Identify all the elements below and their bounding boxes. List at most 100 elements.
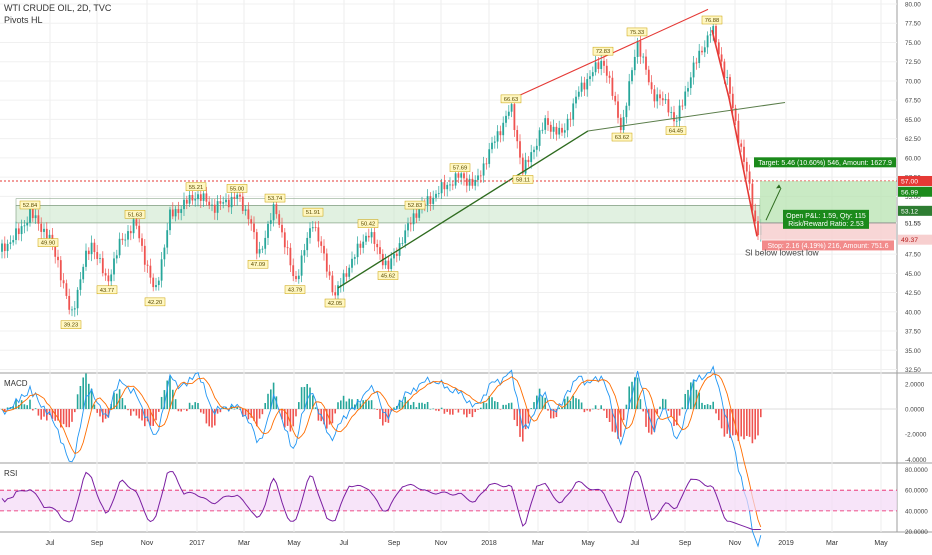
candle-body [297,275,300,280]
macd-bar [267,393,269,409]
macd-bar [656,409,658,414]
candle-body [9,242,12,244]
candle-body [183,199,185,210]
candle-body [566,118,569,131]
candle-body [23,225,26,227]
candle-body [278,214,281,225]
candle-body [163,247,166,260]
pivot-label: 63.62 [611,132,633,142]
macd-bar [561,407,563,409]
macd-bar [289,409,292,432]
y-tick-label: 75.00 [905,40,921,47]
candle-body [477,175,479,180]
candle-body [101,258,104,274]
macd-bar [34,408,37,409]
x-tick-label: Mar [826,540,839,547]
candle-body [538,130,541,146]
candle-body [748,171,751,184]
candle-body [625,105,628,118]
macd-bar [550,409,552,419]
candle-body [141,238,143,246]
macd-bar [99,409,101,417]
candle-body [443,182,446,190]
candle-body [258,249,261,254]
macd-bar [603,409,605,411]
macd-bar [468,409,471,414]
candle-body [429,196,432,204]
macd-bar [586,409,588,411]
x-tick-label: Jul [340,540,349,547]
candle-body [17,228,20,235]
candle-body [670,112,673,113]
y-tick-label: 47.50 [905,252,921,259]
macd-bar [169,375,171,409]
x-tick-label: 2017 [189,540,205,547]
pivot-label: 43.79 [284,285,306,294]
candle-body [370,232,373,238]
pivot-label-bg [404,200,426,210]
y-tick-label: 51.55 [905,220,921,227]
candle-body [454,173,457,186]
candle-body [656,94,659,102]
candle-body [457,173,460,178]
drop-line-1 [711,29,730,99]
macd-bar [681,407,684,409]
candle-body [197,194,199,200]
macd-bar [426,401,429,409]
macd-bar [149,409,152,426]
macd-bar [141,409,143,421]
price-badge-text: 57.00 [901,178,918,185]
pivot-label-text: 75.33 [630,30,645,36]
macd-bar [26,405,28,409]
candle-body [356,243,359,258]
candle-body [253,223,255,233]
macd-bar [239,409,241,410]
macd-bar [102,409,104,423]
macd-bar [720,409,723,429]
candle-body [337,285,339,296]
candle-body [191,194,194,201]
macd-bar [449,409,451,415]
macd-bar [379,409,381,420]
candle-body [544,118,547,130]
macd-bar [527,409,530,424]
pivot-label-text: 43.77 [100,288,115,294]
macd-bar [281,409,283,420]
candle-body [751,183,754,211]
pivot-label-bg [449,163,471,172]
candle-body [180,209,183,213]
candle-body [281,224,283,233]
candle-body [695,62,698,64]
candle-body [255,232,258,254]
candle-body [82,266,85,280]
pivot-label: 53.74 [264,193,286,203]
target-label-bg [754,157,896,168]
macd-bar [463,409,465,415]
rsi-title: RSI [4,469,17,478]
price-badge: 53.12 [898,205,932,216]
price-badge-bg [898,186,932,197]
pivot-label: 64.45 [665,126,687,135]
candle-body [250,219,253,224]
macd-bar [678,409,681,416]
candle-body [194,199,197,201]
candle-body [303,250,306,256]
candle-body [426,196,429,205]
x-tick-label: May [287,540,301,547]
pivot-label: 43.77 [96,285,118,295]
macd-bar [32,409,34,411]
y-tick-label: 32.50 [905,367,921,374]
macd-bar [208,409,210,427]
candles [1,18,762,317]
candle-body [20,226,23,235]
macd-bar [751,409,754,444]
candle-body [152,277,155,288]
pivot-label-bg [302,207,324,217]
macd-bar [292,409,294,427]
macd-bar [188,402,191,409]
candle-body [569,118,572,120]
macd-bar [79,385,82,409]
macd-bar [748,409,751,437]
candle-body [709,34,712,36]
